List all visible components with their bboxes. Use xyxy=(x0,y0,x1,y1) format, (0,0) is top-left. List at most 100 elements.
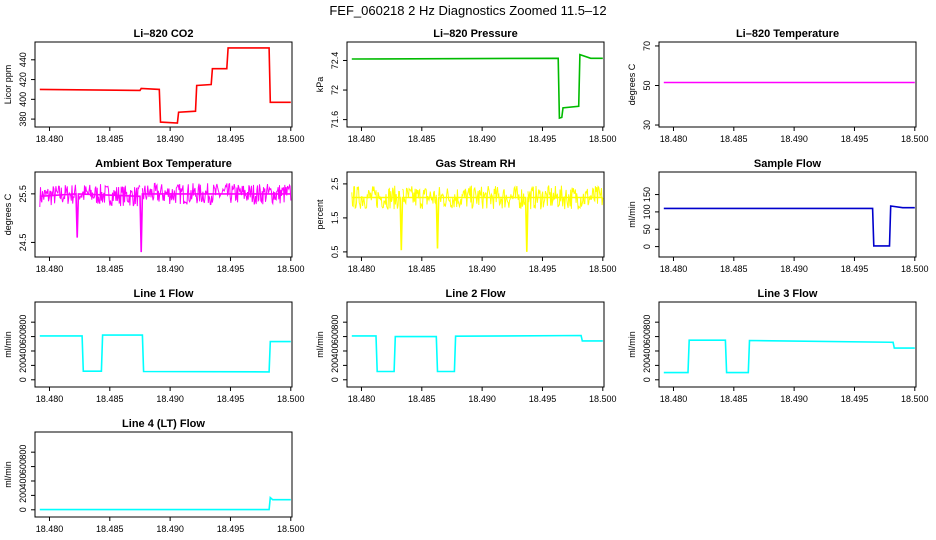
panel-title: Line 4 (LT) Flow xyxy=(122,418,205,430)
series-noise xyxy=(351,185,604,210)
y-tick-label: 600 xyxy=(18,329,28,344)
y-tick-label: 200 xyxy=(18,488,28,503)
plot-frame xyxy=(346,41,605,128)
x-tick-label: 18.490 xyxy=(780,394,808,404)
plot-frame xyxy=(34,431,293,518)
noise-trace xyxy=(77,184,141,207)
x-tick-label: 18.495 xyxy=(217,394,245,404)
x-tick-label: 18.490 xyxy=(468,394,496,404)
x-axis: 18.480 18.485 18.490 18.495 18.500 xyxy=(348,257,617,274)
x-tick-label: 18.480 xyxy=(348,264,376,274)
series-line xyxy=(663,339,915,374)
y-tick-label: 72.4 xyxy=(330,52,340,70)
x-tick-label: 18.500 xyxy=(901,264,929,274)
x-axis: 18.480 18.485 18.490 18.495 18.500 xyxy=(660,387,929,404)
y-axis-label: ml/min xyxy=(315,331,325,358)
y-axis: 30 50 70 xyxy=(642,41,659,130)
y-tick-label: 200 xyxy=(330,358,340,373)
y-tick-label: 800 xyxy=(18,315,28,330)
chart-sample-flow: Sample Flow ml/min 18.480 18.485 18.490 18.49… xyxy=(627,158,929,274)
series-line xyxy=(351,196,603,252)
plot-frame xyxy=(658,171,917,258)
plot-frame xyxy=(346,171,605,258)
series-noise xyxy=(39,182,292,208)
x-axis: 18.480 18.485 18.490 18.495 18.500 xyxy=(36,127,305,144)
y-tick-label: 2.5 xyxy=(330,178,340,191)
y-tick-label: 440 xyxy=(18,52,28,67)
x-tick-label: 18.480 xyxy=(660,394,688,404)
y-tick-label: 25.5 xyxy=(18,185,28,203)
y-axis-label: kPa xyxy=(315,77,325,93)
y-tick-label: 71.6 xyxy=(330,111,340,129)
y-axis-label: ml/min xyxy=(3,331,13,358)
y-axis: 380 400 420 440 xyxy=(18,52,35,127)
y-tick-label: 600 xyxy=(18,459,28,474)
x-tick-label: 18.480 xyxy=(348,394,376,404)
y-tick-label: 400 xyxy=(18,473,28,488)
x-tick-label: 18.485 xyxy=(408,264,436,274)
series-line xyxy=(39,495,291,511)
y-tick-label: 400 xyxy=(18,92,28,107)
x-tick-label: 18.495 xyxy=(217,524,245,534)
x-tick-label: 18.490 xyxy=(780,134,808,144)
x-axis: 18.480 18.485 18.490 18.495 18.500 xyxy=(348,127,617,144)
x-tick-label: 18.495 xyxy=(529,264,557,274)
x-tick-label: 18.485 xyxy=(96,394,124,404)
panel-title: Line 3 Flow xyxy=(758,288,818,300)
x-tick-label: 18.485 xyxy=(408,134,436,144)
x-tick-label: 18.485 xyxy=(96,264,124,274)
x-tick-label: 18.485 xyxy=(408,394,436,404)
chart-line2-flow: Line 2 Flow ml/min 18.480 18.485 18.490 18.49… xyxy=(315,288,617,404)
noise-trace xyxy=(527,185,604,210)
x-tick-label: 18.485 xyxy=(720,394,748,404)
y-tick-label: 400 xyxy=(18,343,28,358)
x-tick-label: 18.500 xyxy=(901,134,929,144)
plot-frame xyxy=(34,41,293,128)
series-line xyxy=(663,205,915,247)
y-axis-label: degrees C xyxy=(627,63,637,105)
x-tick-label: 18.500 xyxy=(589,134,617,144)
y-tick-label: 420 xyxy=(18,72,28,87)
y-tick-label: 400 xyxy=(642,343,652,358)
x-tick-label: 18.500 xyxy=(277,394,305,404)
x-tick-label: 18.480 xyxy=(660,134,688,144)
y-tick-label: 1.5 xyxy=(330,212,340,225)
y-tick-label: 800 xyxy=(18,445,28,460)
x-tick-label: 18.500 xyxy=(901,394,929,404)
x-tick-label: 18.500 xyxy=(589,264,617,274)
x-tick-label: 18.495 xyxy=(841,264,869,274)
y-axis-label: degrees C xyxy=(3,193,13,235)
x-tick-label: 18.485 xyxy=(96,524,124,534)
series-line xyxy=(39,47,291,124)
y-tick-label: 0.5 xyxy=(330,246,340,259)
x-tick-label: 18.480 xyxy=(36,394,64,404)
panel-title: Line 1 Flow xyxy=(134,288,194,300)
x-tick-label: 18.495 xyxy=(841,394,869,404)
x-axis: 18.480 18.485 18.490 18.495 18.500 xyxy=(36,387,305,404)
x-tick-label: 18.480 xyxy=(660,264,688,274)
plot-frame xyxy=(34,301,293,388)
y-tick-label: 600 xyxy=(330,329,340,344)
y-tick-label: 100 xyxy=(642,204,652,219)
noise-trace xyxy=(141,182,292,206)
x-tick-label: 18.500 xyxy=(589,394,617,404)
x-tick-label: 18.495 xyxy=(529,394,557,404)
y-tick-label: 0 xyxy=(18,377,28,382)
x-tick-label: 18.495 xyxy=(217,264,245,274)
x-axis: 18.480 18.485 18.490 18.495 18.500 xyxy=(348,387,617,404)
plot-frame xyxy=(658,41,917,128)
panel-title: Sample Flow xyxy=(754,158,822,170)
y-axis-label: percent xyxy=(315,199,325,230)
panel-title: Gas Stream RH xyxy=(435,158,515,170)
x-tick-label: 18.495 xyxy=(529,134,557,144)
x-tick-label: 18.490 xyxy=(468,134,496,144)
chart-line3-flow: Line 3 Flow ml/min 18.480 18.485 18.490 18.49… xyxy=(627,288,929,404)
series-line xyxy=(39,193,291,253)
noise-trace xyxy=(438,185,527,209)
y-tick-label: 50 xyxy=(642,80,652,90)
